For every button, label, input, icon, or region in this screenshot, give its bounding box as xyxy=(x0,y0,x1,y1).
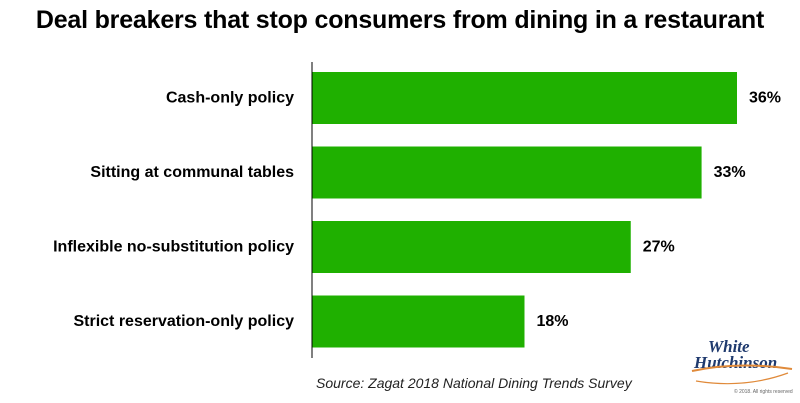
category-label-0: Cash-only policy xyxy=(166,90,294,107)
logo-copyright: © 2018. All rights reserved xyxy=(734,389,793,395)
bar-3 xyxy=(312,295,525,348)
value-label-2: 27% xyxy=(643,239,675,256)
white-hutchinson-logo: White Hutchinson © 2018. All rights rese… xyxy=(688,333,796,399)
bar-2 xyxy=(312,221,631,273)
logo-swoosh-icon xyxy=(691,364,793,385)
logo-text-white: White xyxy=(708,337,750,356)
value-label-3: 18% xyxy=(537,313,569,330)
value-label-1: 33% xyxy=(714,164,746,181)
bar-0 xyxy=(312,72,737,124)
source-note: Source: Zagat 2018 National Dining Trend… xyxy=(316,375,632,391)
chart-title: Deal breakers that stop consumers from d… xyxy=(35,6,765,34)
category-label-3: Strict reservation-only policy xyxy=(73,313,294,330)
category-label-1: Sitting at communal tables xyxy=(90,164,294,181)
category-label-2: Inflexible no-substitution policy xyxy=(53,239,294,256)
value-label-0: 36% xyxy=(749,90,781,107)
bars-layer: Cash-only policy 36% Sitting at communal t… xyxy=(53,72,781,348)
bar-1 xyxy=(312,146,702,199)
